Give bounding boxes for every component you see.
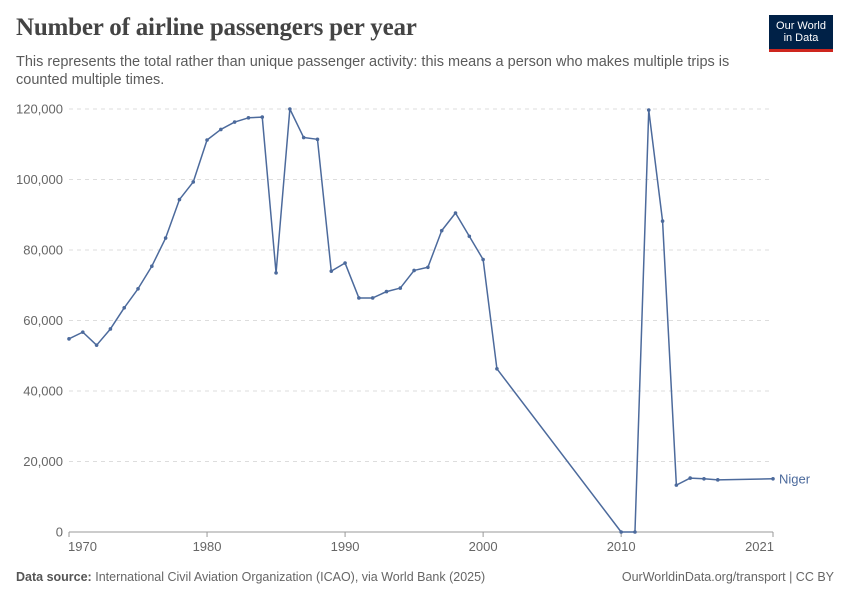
chart-title: Number of airline passengers per year (16, 14, 417, 41)
gridlines (69, 108, 773, 462)
footer-link[interactable]: OurWorldinData.org/transport | CC BY (621, 570, 834, 584)
y-tick-label: 40,000 (23, 384, 63, 399)
x-tick-label: 1980 (193, 539, 222, 554)
x-tick-label: 2021 (745, 539, 774, 554)
y-tick-label: 60,000 (23, 313, 63, 328)
y-tick-label: 80,000 (23, 243, 63, 258)
y-tick-label: 20,000 (23, 454, 63, 469)
data-point (384, 289, 389, 294)
y-tick-label: 100,000 (16, 172, 63, 187)
data-point (122, 306, 127, 310)
logo-line-1: Our World (776, 20, 826, 32)
data-point (177, 197, 182, 202)
x-tick-label: 2010 (607, 539, 636, 554)
x-tick-label: 1970 (68, 539, 97, 554)
data-point (163, 236, 168, 240)
owid-logo[interactable]: Our World in Data (769, 15, 833, 52)
data-point (715, 478, 720, 482)
data-point (412, 268, 416, 273)
data-point (702, 476, 706, 481)
data-point (191, 180, 196, 184)
y-tick-label: 0 (56, 525, 63, 540)
data-point (439, 228, 444, 233)
data-point (495, 366, 499, 371)
data-point (426, 265, 430, 270)
logo-line-2: in Data (783, 32, 819, 44)
data-point (619, 530, 623, 534)
logo-accent-bar (769, 49, 833, 52)
source-text[interactable]: International Civil Aviation Organizatio… (95, 570, 486, 584)
data-point (67, 337, 71, 341)
data-point (633, 530, 637, 534)
data-point (688, 476, 692, 480)
data-point (205, 138, 209, 142)
data-point (246, 116, 251, 120)
data-point (370, 296, 375, 300)
series-label-niger: Niger (779, 471, 811, 486)
data-point (481, 257, 485, 262)
data-point (260, 115, 265, 119)
source-label: Data source: (16, 570, 92, 584)
data-point (315, 137, 320, 142)
footer-source: Data source: International Civil Aviatio… (16, 570, 485, 584)
x-tick-label: 1990 (331, 539, 360, 554)
data-point (343, 261, 347, 265)
data-point (357, 296, 361, 300)
data-point (329, 269, 334, 273)
y-tick-label: 120,000 (16, 102, 63, 117)
data-point (136, 286, 140, 291)
data-point (274, 271, 278, 275)
data-point (219, 127, 223, 132)
x-tick-label: 2000 (469, 539, 498, 554)
data-point (771, 476, 775, 481)
data-point (232, 120, 237, 124)
data-point (301, 135, 306, 140)
data-point (674, 483, 679, 487)
data-point (467, 234, 472, 239)
data-point (660, 219, 665, 223)
data-point (81, 330, 85, 334)
data-point (288, 107, 292, 111)
data-point (646, 108, 651, 112)
data-point (398, 286, 403, 290)
data-point (150, 264, 154, 269)
data-point (108, 327, 113, 331)
axes: 0 20,000 40,000 60,000 80,000 100,000 120,000 1… (16, 102, 774, 555)
series-layer: Niger (67, 107, 811, 534)
data-point (453, 211, 458, 215)
data-point (94, 343, 99, 347)
chart-subtitle: This represents the total rather than un… (16, 54, 730, 88)
